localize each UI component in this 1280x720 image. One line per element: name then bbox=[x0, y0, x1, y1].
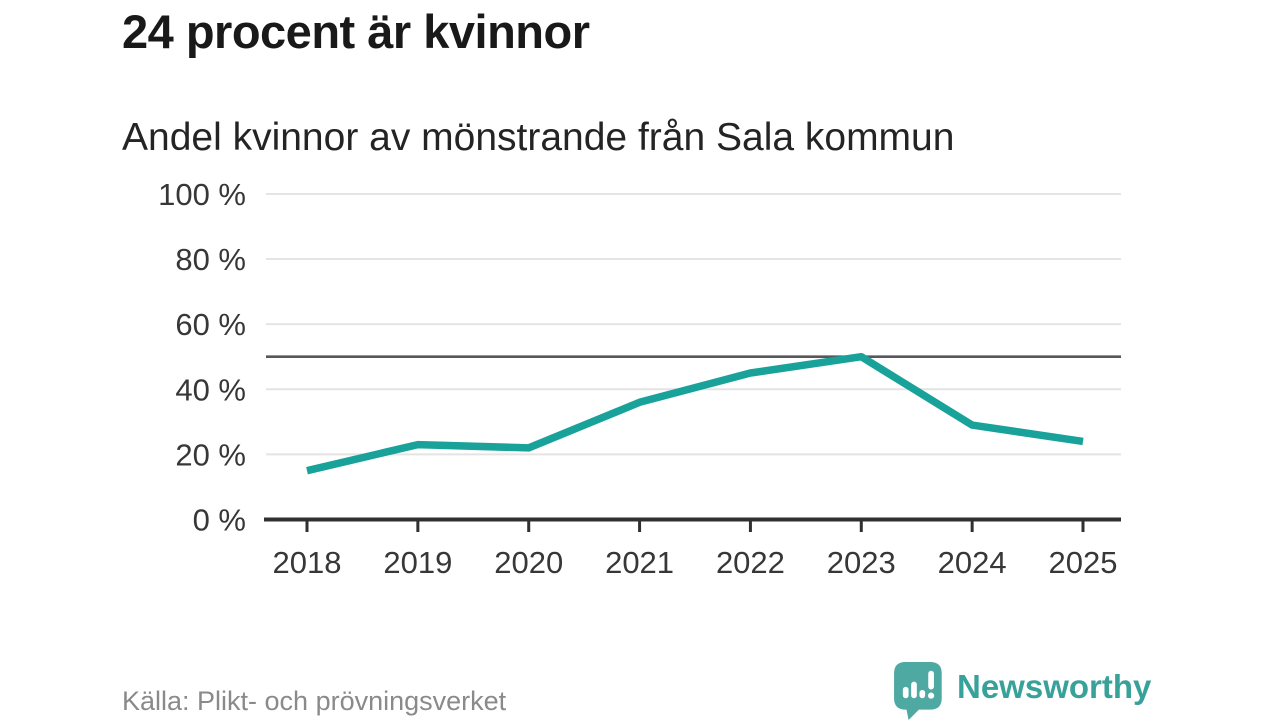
page-title: 24 procent är kvinnor bbox=[122, 5, 590, 58]
y-tick-label: 60 % bbox=[175, 307, 246, 342]
x-tick-label: 2022 bbox=[716, 545, 785, 580]
x-tick-label: 2023 bbox=[827, 545, 896, 580]
chart-area: 0 % 20 % 40 % 60 % 80 % 100 % 2018 2019 2020 2021… bbox=[0, 170, 1280, 600]
y-tick-label: 100 % bbox=[158, 177, 246, 212]
x-tick-label: 2018 bbox=[273, 545, 342, 580]
x-tick-label: 2024 bbox=[938, 545, 1007, 580]
y-tick-label: 0 % bbox=[193, 503, 246, 538]
y-tick-label: 40 % bbox=[175, 372, 246, 407]
x-tick-label: 2019 bbox=[383, 545, 452, 580]
x-tick-label: 2020 bbox=[494, 545, 563, 580]
data-line bbox=[306, 352, 1084, 475]
brand-name: Newsworthy bbox=[957, 668, 1152, 705]
chart-subtitle: Andel kvinnor av mönstrande från Sala ko… bbox=[122, 116, 955, 159]
y-tick-label: 20 % bbox=[175, 437, 246, 472]
x-tick-label: 2021 bbox=[605, 545, 674, 580]
source-caption: Källa: Plikt- och prövningsverket bbox=[122, 686, 507, 716]
brand-logo: Newsworthy bbox=[894, 662, 1151, 720]
x-tick-label: 2025 bbox=[1049, 545, 1118, 580]
newsworthy-icon bbox=[894, 662, 942, 720]
y-tick-label: 80 % bbox=[175, 242, 246, 277]
line-chart: 0 % 20 % 40 % 60 % 80 % 100 % 2018 2019 2020 2021… bbox=[158, 177, 1121, 580]
